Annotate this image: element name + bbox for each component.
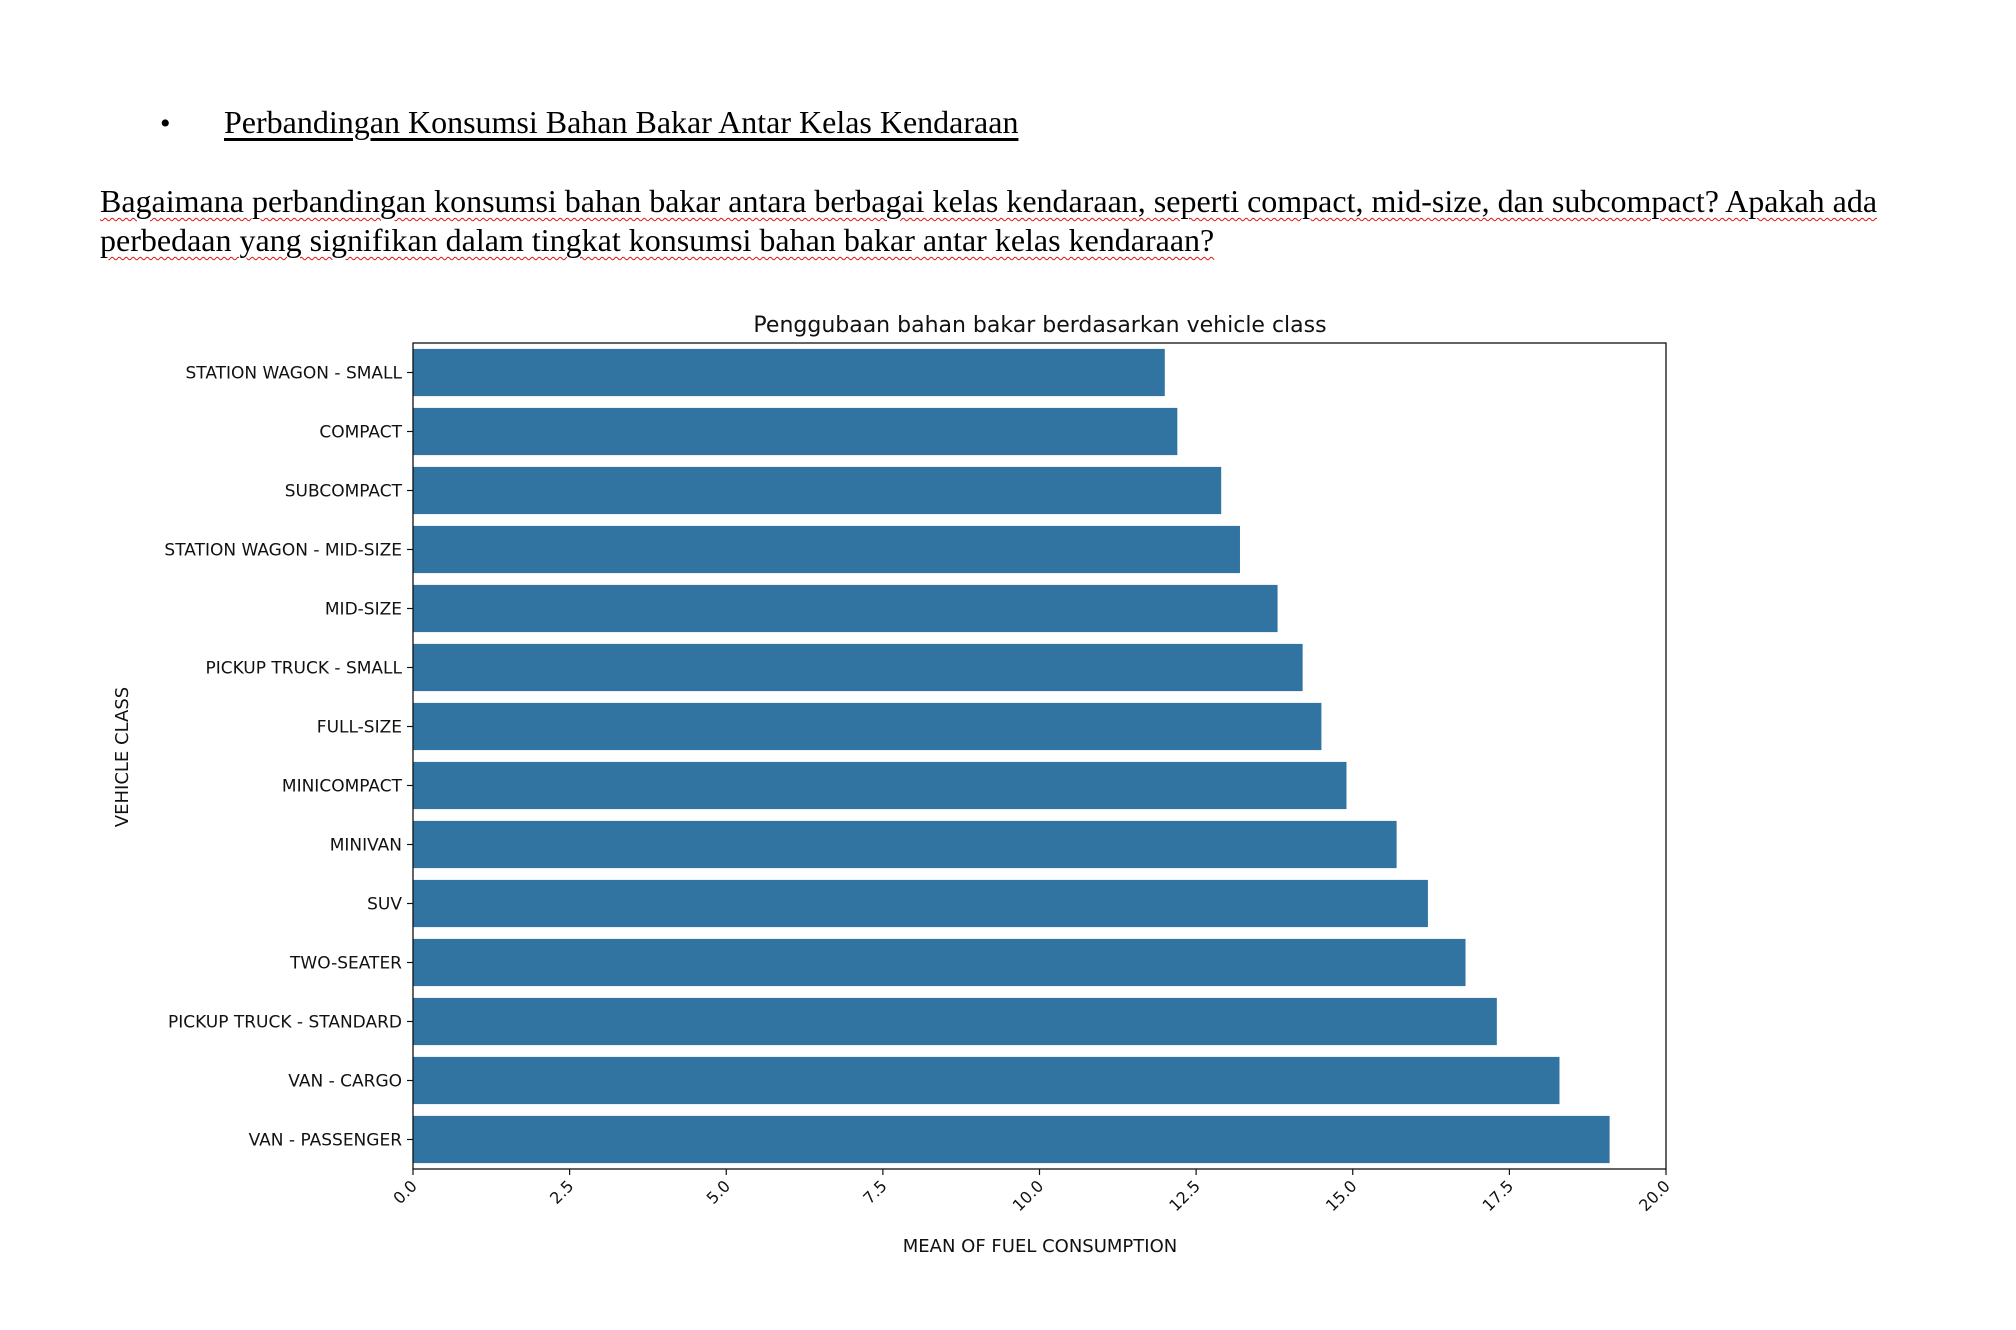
bullet-heading: • Perbandingan Konsumsi Bahan Bakar Anta… bbox=[160, 104, 1018, 141]
bar bbox=[413, 997, 1497, 1046]
category-label: STATION WAGON - SMALL bbox=[185, 364, 402, 384]
x-tick-label: 15.0 bbox=[1322, 1176, 1361, 1215]
bar bbox=[413, 407, 1178, 456]
x-tick-label: 7.5 bbox=[859, 1176, 890, 1207]
category-label: PICKUP TRUCK - STANDARD bbox=[168, 1013, 402, 1033]
category-label: PICKUP TRUCK - SMALL bbox=[205, 659, 402, 679]
plot-frame bbox=[412, 342, 1667, 1170]
bar bbox=[413, 820, 1397, 869]
chart-title: Penggubaan bahan bakar berdasarkan vehic… bbox=[753, 313, 1326, 338]
bar bbox=[413, 761, 1347, 810]
bars-group bbox=[413, 348, 1610, 1164]
category-label: SUV bbox=[367, 895, 402, 915]
x-tick-label: 2.5 bbox=[546, 1176, 577, 1207]
bullet-icon: • bbox=[160, 107, 171, 140]
x-tick-label: 0.0 bbox=[389, 1176, 420, 1207]
x-axis-label: MEAN OF FUEL CONSUMPTION bbox=[903, 1236, 1177, 1257]
category-label: MINICOMPACT bbox=[282, 777, 403, 797]
category-label: FULL-SIZE bbox=[317, 718, 402, 738]
bar bbox=[413, 1115, 1610, 1164]
y-axis-label: VEHICLE CLASS bbox=[112, 687, 133, 827]
x-tick-label: 12.5 bbox=[1165, 1176, 1204, 1215]
x-tick-label: 17.5 bbox=[1479, 1176, 1518, 1215]
bar bbox=[413, 466, 1222, 515]
x-axis-ticks: 0.0 2.5 5.0 7.5 10.0 12.5 15.0 17.5 20.0 bbox=[389, 1169, 1674, 1215]
bar bbox=[413, 584, 1278, 633]
category-label: MID-SIZE bbox=[325, 600, 402, 620]
section-heading: Perbandingan Konsumsi Bahan Bakar Antar … bbox=[224, 104, 1019, 140]
bar bbox=[413, 1056, 1560, 1105]
category-label: STATION WAGON - MID-SIZE bbox=[164, 541, 402, 561]
category-label: VAN - CARGO bbox=[288, 1072, 402, 1092]
category-label: MINIVAN bbox=[330, 836, 402, 856]
bar bbox=[413, 643, 1303, 692]
bar bbox=[413, 879, 1428, 928]
bar bbox=[413, 702, 1322, 751]
bar bbox=[413, 938, 1466, 987]
category-label: SUBCOMPACT bbox=[285, 482, 403, 502]
bar bbox=[413, 525, 1240, 574]
category-label: VAN - PASSENGER bbox=[249, 1131, 403, 1151]
x-tick-label: 10.0 bbox=[1009, 1176, 1048, 1215]
category-label: COMPACT bbox=[319, 423, 402, 443]
x-tick-label: 20.0 bbox=[1635, 1176, 1674, 1215]
category-labels: STATION WAGON - SMALL COMPACT SUBCOMPACT ST… bbox=[164, 364, 413, 1151]
research-question: Bagaimana perbandingan konsumsi bahan ba… bbox=[100, 183, 1878, 258]
category-label: TWO-SEATER bbox=[289, 954, 402, 974]
x-tick-label: 5.0 bbox=[703, 1176, 734, 1207]
bar bbox=[413, 348, 1165, 397]
